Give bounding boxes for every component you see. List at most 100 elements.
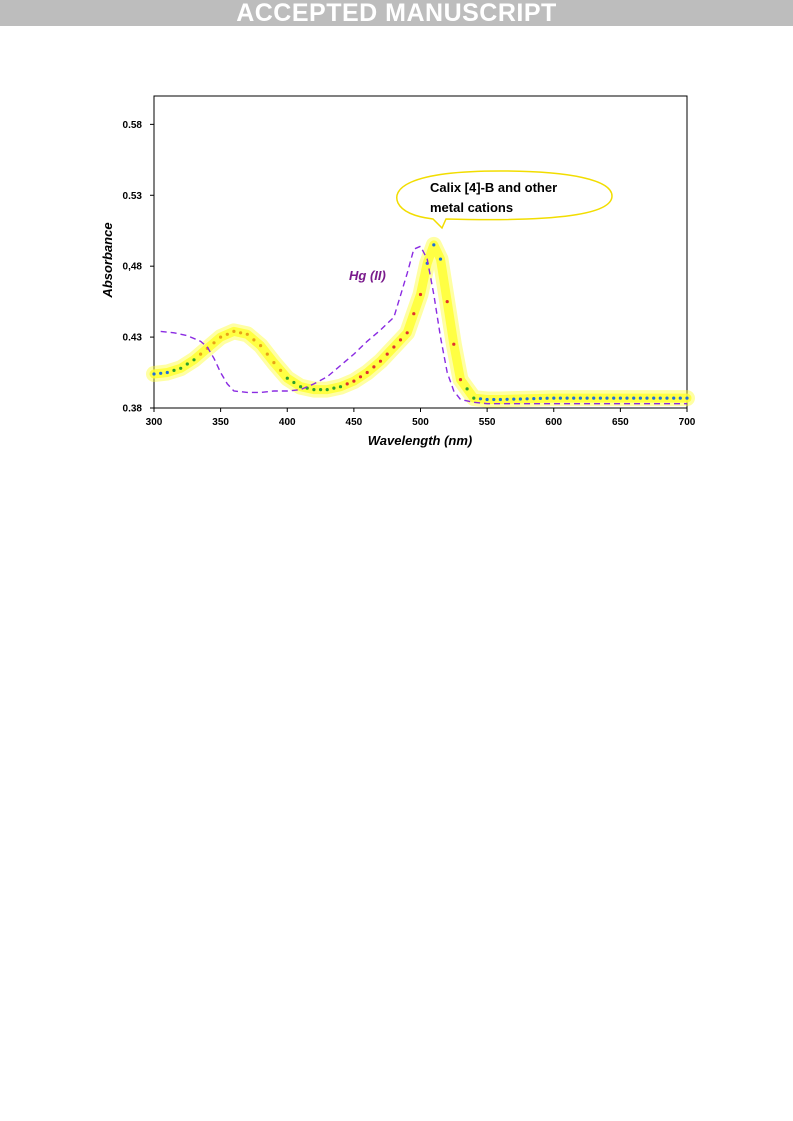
series-layer	[152, 243, 689, 405]
y-axis-title: Absorbance	[100, 222, 115, 298]
x-tick-label: 350	[212, 417, 229, 428]
x-tick-label: 700	[679, 417, 696, 428]
series-dot	[545, 396, 549, 400]
y-tick-label: 0.58	[123, 120, 143, 131]
series-dot	[372, 365, 376, 369]
hg-label: Hg (II)	[349, 268, 386, 283]
series-dot	[485, 397, 489, 402]
series-dot	[678, 396, 682, 400]
series-dot	[578, 396, 583, 400]
series-dot	[658, 396, 662, 400]
series-dot	[612, 396, 616, 400]
series-dot	[525, 397, 529, 401]
series-dot	[252, 338, 256, 342]
series-dot	[532, 397, 536, 401]
series-dot	[552, 396, 556, 400]
series-dot	[279, 368, 283, 372]
series-dot	[239, 331, 243, 335]
series-dot	[478, 397, 483, 401]
series-dot	[345, 382, 349, 386]
series-dot	[592, 396, 596, 400]
series-dot	[319, 388, 323, 392]
y-tick-label: 0.43	[123, 333, 143, 344]
series-dot	[505, 397, 509, 401]
series-dot	[199, 352, 203, 356]
plot-frame	[153, 95, 688, 409]
series-dot	[299, 385, 303, 389]
absorbance-chart: 300 350 400 450 500 550 600 650 700 0.38 0.43 0,48 0…	[100, 95, 696, 448]
y-tick-label: 0.53	[123, 191, 143, 202]
series-dot	[512, 397, 516, 401]
series-dot	[665, 396, 669, 400]
series-dot	[292, 380, 296, 385]
series-dot	[638, 396, 643, 400]
series-dot	[192, 358, 196, 362]
annotation-layer: Calix [4]-B and other metal cations Hg (…	[349, 170, 613, 283]
series-dot	[212, 341, 216, 345]
series-dot	[645, 396, 649, 400]
series-dot	[285, 376, 289, 380]
series-dot	[325, 388, 329, 392]
x-tick-label: 450	[346, 417, 363, 428]
series-dot	[558, 396, 563, 400]
y-tick-label: 0,48	[123, 262, 143, 273]
series-dot	[472, 396, 476, 400]
series-dot	[392, 345, 396, 349]
y-tick-label: 0.38	[123, 404, 143, 415]
series-dot	[385, 352, 389, 356]
series-dot	[365, 370, 369, 375]
series-dot	[312, 388, 316, 392]
series-dot	[452, 342, 456, 346]
series-dot	[179, 366, 183, 370]
series-dot	[332, 386, 336, 390]
x-tick-label: 500	[412, 417, 429, 428]
series-dot	[245, 332, 249, 336]
series-dot	[219, 335, 223, 339]
series-dot	[338, 385, 343, 389]
series-dot	[165, 370, 169, 375]
series-dot	[652, 396, 656, 400]
series-dot	[438, 257, 443, 261]
series-dot	[618, 396, 623, 400]
callout-line-2: metal cations	[430, 200, 513, 215]
series-dot	[232, 329, 236, 333]
series-dot	[265, 352, 269, 356]
x-tick-label: 400	[279, 417, 296, 428]
series-dot	[458, 378, 463, 382]
series-dot	[498, 397, 502, 402]
series-dot	[259, 344, 263, 348]
highlight-band-layer	[146, 236, 695, 408]
series-dot	[538, 396, 543, 400]
series-dot	[358, 375, 363, 379]
series-dot	[672, 396, 676, 400]
series-dot	[272, 361, 276, 365]
hg-dashed-line	[160, 245, 687, 405]
highlight-band-outer	[146, 236, 695, 408]
series-dot	[632, 396, 636, 400]
x-tick-label: 300	[146, 417, 163, 428]
x-tick-label: 650	[612, 417, 629, 428]
x-tick-label: 550	[479, 417, 496, 428]
series-dot	[492, 397, 496, 402]
series-dot	[585, 396, 589, 400]
axis-layer: 300 350 400 450 500 550 600 650 700 0.38 0.43 0,48 0…	[123, 120, 696, 428]
series-dot	[572, 396, 576, 400]
series-dot	[398, 338, 403, 342]
series-dot	[405, 331, 409, 335]
series-dot	[598, 396, 603, 400]
accepted-manuscript-banner: ACCEPTED MANUSCRIPT	[0, 0, 793, 26]
series-dot	[378, 359, 383, 363]
series-dot	[418, 292, 423, 297]
x-axis-title: Wavelength (nm)	[368, 433, 473, 448]
series-dot	[185, 362, 189, 366]
series-dot	[465, 387, 469, 391]
series-dot	[625, 396, 629, 400]
series-dot	[172, 368, 176, 372]
series-dot	[565, 396, 569, 400]
series-dot	[352, 379, 356, 383]
x-tick-label: 600	[545, 417, 562, 428]
series-dot	[152, 372, 156, 376]
series-dot	[518, 397, 523, 401]
series-dot	[412, 312, 416, 316]
series-dot	[605, 396, 609, 400]
